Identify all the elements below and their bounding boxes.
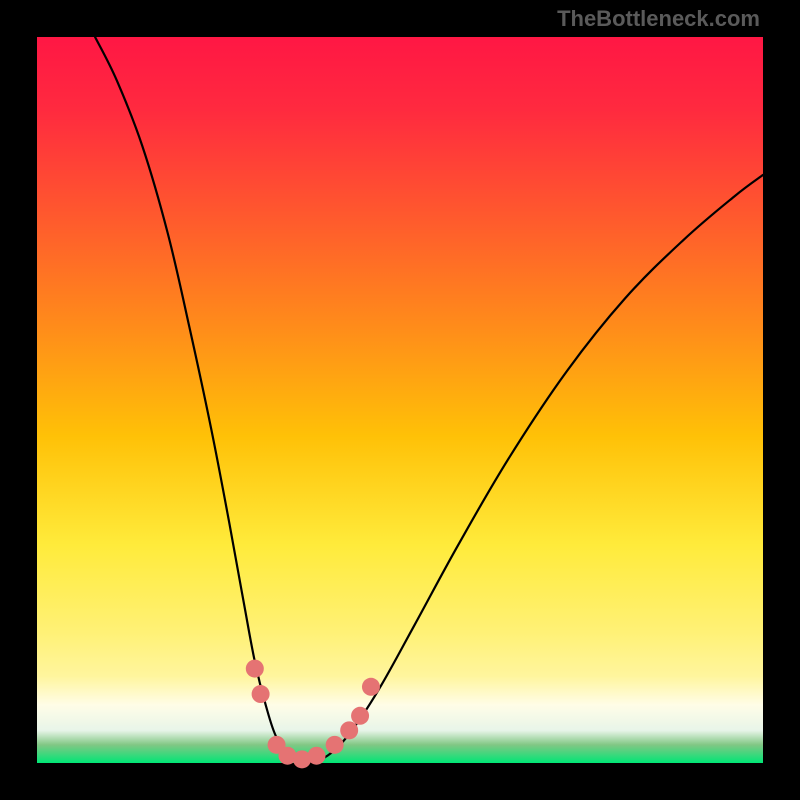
- marker-dot: [246, 660, 264, 678]
- curve-layer: [0, 0, 800, 800]
- marker-dot: [362, 678, 380, 696]
- marker-group: [246, 660, 380, 769]
- marker-dot: [351, 707, 369, 725]
- bottleneck-curve: [95, 37, 763, 763]
- marker-dot: [340, 721, 358, 739]
- marker-dot: [326, 736, 344, 754]
- watermark: TheBottleneck.com: [557, 6, 760, 32]
- marker-dot: [308, 747, 326, 765]
- marker-dot: [252, 685, 270, 703]
